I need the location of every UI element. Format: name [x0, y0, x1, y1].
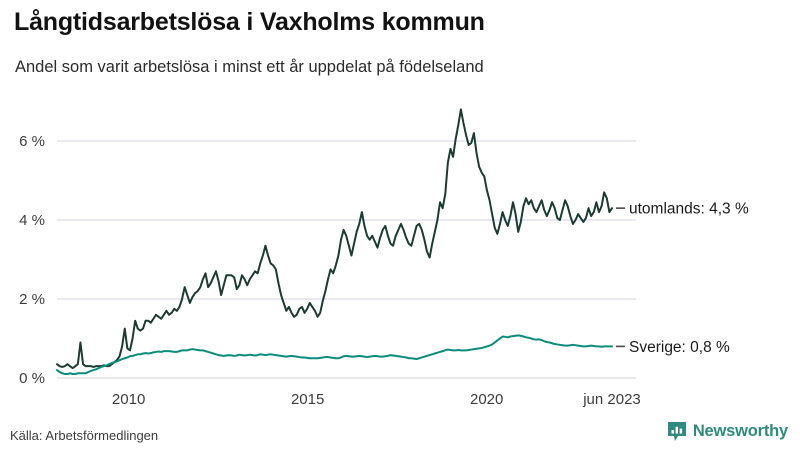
page-title: Långtidsarbetslösa i Vaxholms kommun — [14, 8, 485, 36]
bar-chart-bubble-icon-svg — [667, 422, 686, 441]
x-axis-tick-label: 2010 — [112, 391, 145, 408]
y-axis-tick-label: 6 % — [19, 133, 45, 150]
newsworthy-logo: Newsworthy — [667, 421, 788, 442]
source-note: Källa: Arbetsförmedlingen — [10, 428, 159, 443]
x-axis-tick-label: jun 2023 — [582, 391, 641, 408]
series-label-utomlands: utomlands: 4,3 % — [629, 201, 749, 218]
series-line-Sverige — [56, 334, 613, 376]
y-axis-tick-label: 0 % — [19, 370, 45, 387]
series-line-utomlands — [56, 108, 613, 370]
x-axis-tick-label: 2020 — [470, 391, 503, 408]
page-subtitle: Andel som varit arbetslösa i minst ett å… — [15, 58, 484, 76]
bar-chart-bubble-icon — [667, 421, 687, 442]
x-axis-tick-label: 2015 — [291, 391, 324, 408]
y-axis-tick-label: 2 % — [19, 291, 45, 308]
logo-text: Newsworthy — [692, 422, 788, 440]
series-label-Sverige: Sverige: 0,8 % — [629, 339, 730, 356]
y-axis-tick-label: 4 % — [19, 212, 45, 229]
